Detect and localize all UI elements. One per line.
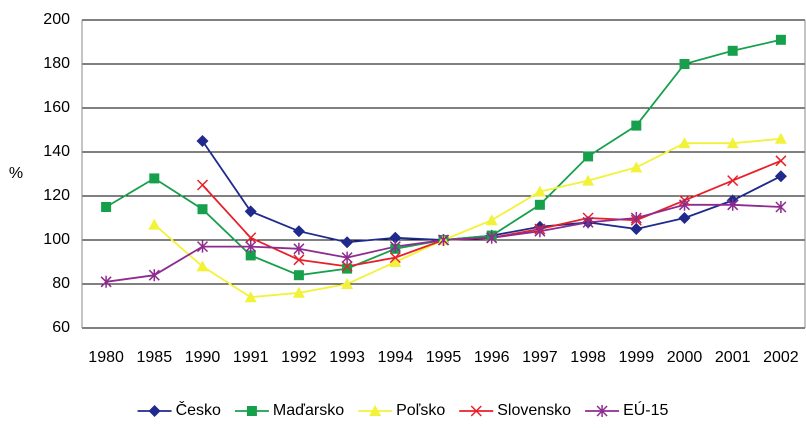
y-tick-label: 160	[43, 99, 70, 116]
marker	[630, 212, 642, 224]
x-tick-label: 2001	[715, 349, 751, 366]
legend-label: Slovensko	[497, 402, 571, 419]
marker	[149, 173, 160, 184]
series-line	[201, 140, 782, 244]
marker	[148, 269, 160, 282]
marker	[775, 34, 786, 45]
legend: Česko Maďarsko Poľsko Slovensko EÚ-15	[137, 400, 669, 419]
marker	[630, 223, 643, 235]
marker	[148, 405, 161, 417]
marker	[244, 205, 257, 218]
marker	[293, 254, 305, 266]
marker	[341, 260, 353, 272]
marker	[245, 240, 257, 253]
marker	[678, 198, 691, 211]
marker	[596, 405, 608, 417]
y-tick-label: 180	[43, 55, 70, 72]
marker	[775, 201, 787, 213]
x-tick-label: 2000	[667, 349, 703, 366]
marker	[246, 406, 257, 416]
marker	[774, 170, 787, 183]
x-tick-label: 1996	[474, 349, 510, 366]
marker	[292, 286, 305, 298]
marker	[389, 231, 402, 244]
marker	[727, 198, 739, 211]
x-tick-label: 2002	[763, 349, 799, 366]
marker	[245, 232, 257, 244]
marker	[470, 405, 482, 417]
marker	[341, 278, 354, 289]
marker	[196, 135, 209, 147]
marker	[630, 161, 643, 173]
x-tick-label: 1995	[426, 349, 462, 366]
marker	[244, 291, 257, 303]
x-tick-label: 1993	[329, 349, 365, 366]
y-axis-label: %	[9, 165, 23, 182]
marker	[389, 252, 401, 264]
marker	[582, 174, 595, 186]
marker	[389, 256, 402, 267]
marker	[341, 236, 354, 249]
marker	[245, 250, 256, 261]
legend-label: Poľsko	[396, 402, 445, 419]
marker	[101, 202, 112, 212]
marker	[196, 179, 209, 191]
marker	[774, 132, 787, 144]
marker	[196, 240, 209, 253]
marker	[533, 185, 546, 197]
marker	[292, 225, 305, 238]
marker	[775, 155, 787, 167]
marker	[197, 204, 208, 215]
x-tick-label: 1999	[619, 349, 655, 366]
x-tick-label: 1980	[88, 349, 124, 366]
y-tick-label: 120	[43, 187, 70, 204]
x-tick-label: 1994	[378, 349, 414, 366]
marker	[727, 45, 738, 56]
y-tick-label: 200	[43, 11, 70, 28]
marker	[726, 137, 739, 149]
y-tick-label: 60	[52, 319, 70, 336]
marker	[437, 234, 450, 246]
legend-label: Maďarsko	[273, 402, 344, 419]
x-tick-label: 1997	[522, 349, 558, 366]
x-tick-label: 1998	[570, 349, 606, 366]
marker	[534, 199, 545, 210]
series-line	[153, 137, 781, 299]
marker	[631, 120, 642, 131]
legend-label: EÚ-15	[623, 400, 668, 419]
marker	[534, 225, 546, 238]
marker	[341, 251, 353, 264]
marker	[727, 175, 739, 187]
marker	[293, 242, 305, 255]
x-tick-label: 1992	[281, 349, 317, 366]
marker	[389, 240, 401, 253]
marker	[100, 275, 112, 288]
marker	[678, 137, 691, 149]
marker	[583, 151, 594, 162]
marker	[679, 59, 690, 69]
marker	[148, 218, 161, 230]
marker	[582, 216, 594, 229]
y-tick-label: 140	[43, 143, 70, 160]
x-tick-label: 1990	[185, 349, 221, 366]
x-tick-label: 1991	[233, 349, 269, 366]
marker	[196, 260, 209, 272]
x-tick-label: 1985	[137, 349, 173, 366]
y-tick-label: 100	[43, 231, 70, 248]
marker	[369, 405, 382, 416]
marker	[485, 214, 498, 226]
legend-label: Česko	[176, 400, 221, 419]
marker	[293, 270, 304, 281]
marker	[678, 212, 691, 224]
marker	[486, 231, 498, 244]
marker	[342, 263, 353, 274]
y-tick-label: 80	[52, 275, 70, 292]
